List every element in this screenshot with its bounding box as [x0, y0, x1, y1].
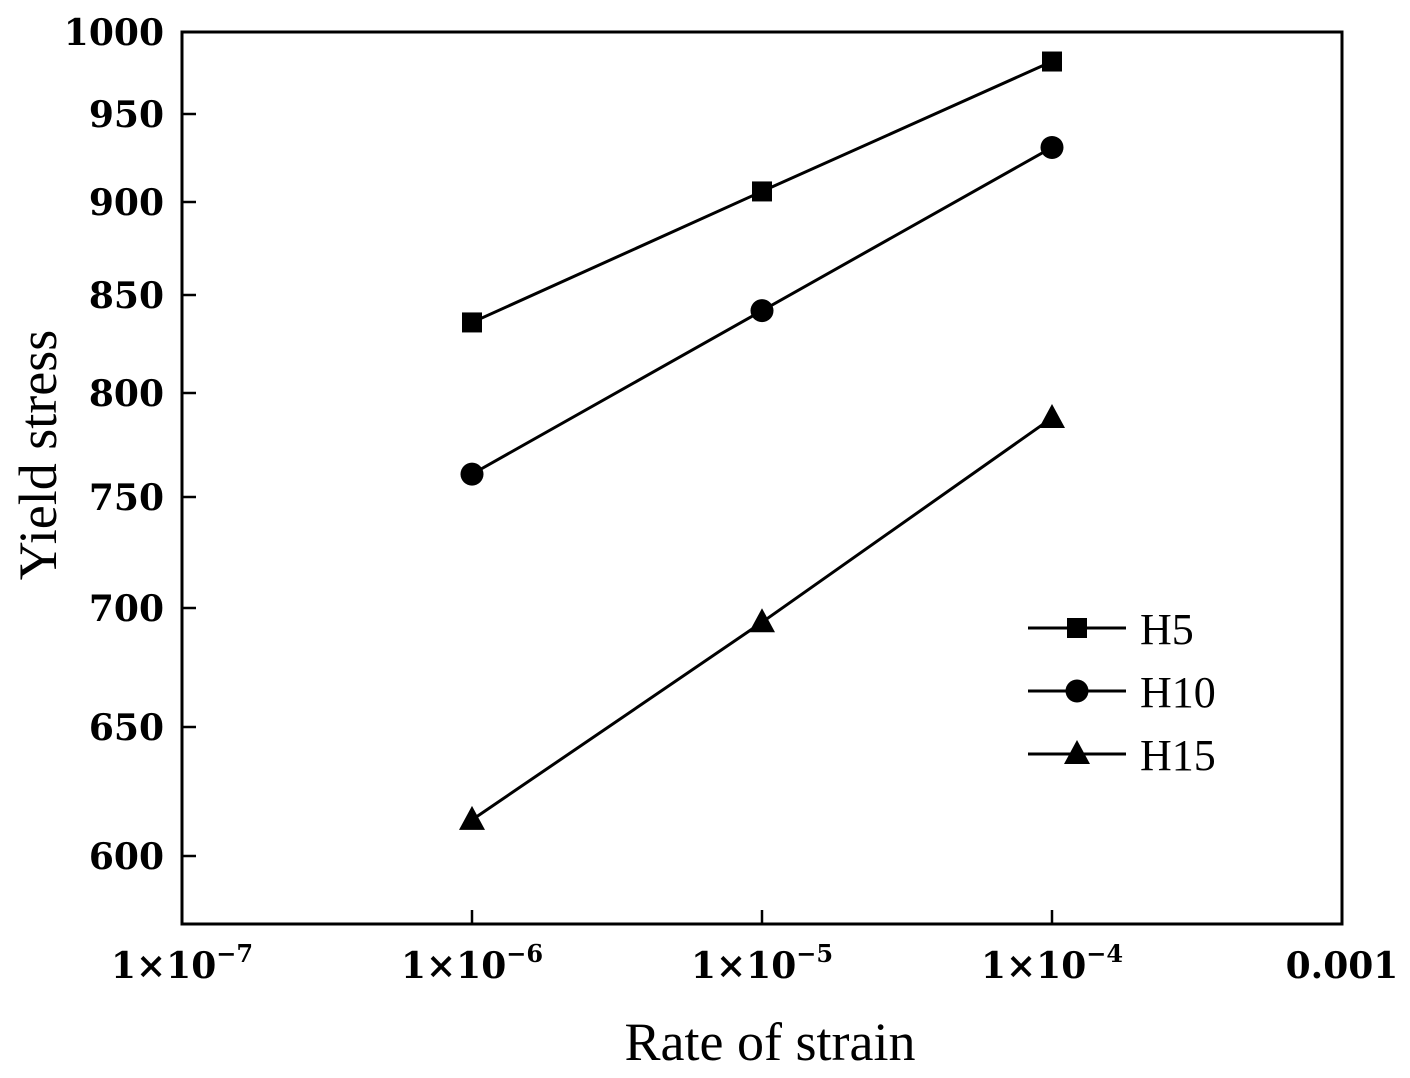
y-tick-label: 1000 — [64, 12, 164, 54]
data-point-h10 — [750, 299, 774, 323]
legend-marker-h5 — [1067, 618, 1087, 638]
y-tick-label: 700 — [89, 588, 164, 630]
data-point-h15 — [749, 608, 775, 633]
data-point-h10 — [1040, 135, 1064, 159]
y-tick-label: 850 — [89, 275, 164, 317]
legend-marker-h10 — [1065, 679, 1089, 703]
data-point-h10 — [460, 462, 484, 486]
legend-label-h10: H10 — [1140, 668, 1216, 717]
y-tick-label: 900 — [89, 182, 164, 224]
data-point-h5 — [462, 312, 482, 333]
plot-area: 1×10−7 1×10−6 1×10−5 1×10−4 0.001 600 650 700 75… — [64, 12, 1399, 987]
data-point-h5 — [1042, 51, 1062, 72]
y-tick-label: 950 — [89, 94, 164, 136]
x-tick-label: 0.001 — [1286, 945, 1399, 987]
y-axis-label: Yield stress — [8, 330, 68, 581]
legend-label-h15: H15 — [1140, 731, 1216, 780]
data-point-h15 — [459, 805, 485, 830]
y-tick-label: 750 — [89, 477, 164, 519]
x-tick-label: 1×10−6 — [401, 939, 543, 987]
legend-marker-h15 — [1064, 740, 1090, 764]
x-tick-label: 1×10−7 — [111, 939, 253, 987]
x-tick-label: 1×10−5 — [691, 939, 833, 987]
y-tick-label: 800 — [89, 373, 164, 415]
data-point-h5 — [752, 181, 772, 202]
y-tick-label: 650 — [89, 707, 164, 749]
x-axis-label: Rate of strain — [625, 1012, 916, 1072]
legend-label-h5: H5 — [1140, 605, 1194, 654]
x-tick-label: 1×10−4 — [981, 939, 1123, 987]
data-point-h15 — [1039, 403, 1065, 428]
y-tick-label: 600 — [89, 836, 164, 878]
